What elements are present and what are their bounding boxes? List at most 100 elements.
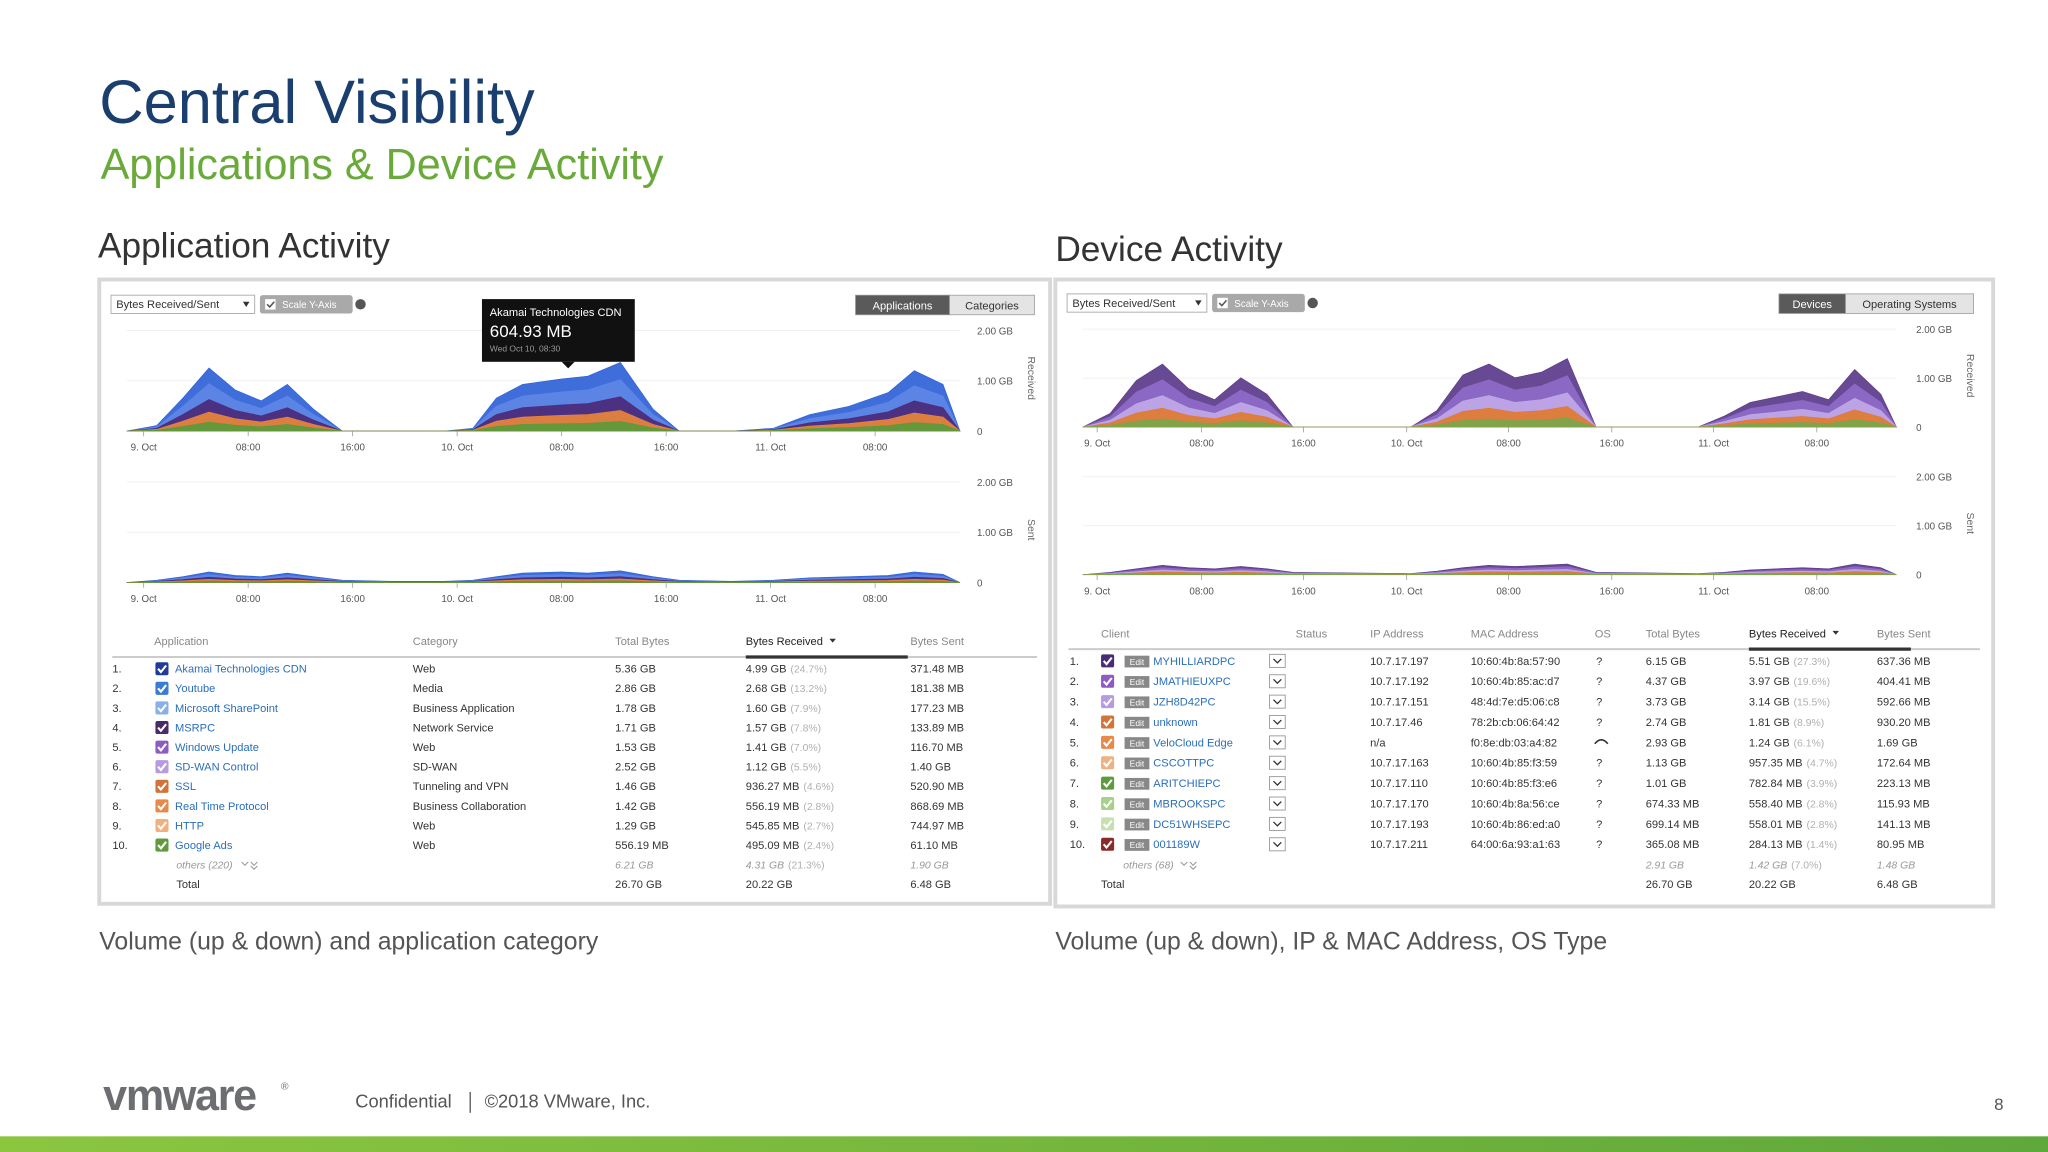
status-dropdown[interactable] (1269, 796, 1286, 811)
status-chevron (1273, 821, 1282, 827)
application-name[interactable]: Real Time Protocol (175, 801, 269, 813)
client-name[interactable]: VeloCloud Edge (1153, 737, 1233, 749)
checkbox[interactable] (155, 720, 169, 735)
checkbox[interactable] (1101, 776, 1115, 790)
column-header[interactable]: Bytes Sent (1877, 628, 1931, 640)
edit-badge[interactable] (1124, 798, 1150, 811)
x-tick-label: 9. Oct (131, 594, 157, 605)
client-name[interactable]: JMATHIEUXPC (1153, 676, 1230, 688)
column-header[interactable]: Bytes Received (1749, 628, 1826, 640)
column-header[interactable]: Category (413, 636, 458, 648)
edit-badge[interactable] (1124, 737, 1150, 749)
column-header[interactable]: OS (1595, 628, 1611, 640)
scale-toggle[interactable] (1212, 293, 1305, 313)
checkbox[interactable] (155, 818, 169, 832)
application-name[interactable]: SD-WAN Control (175, 762, 258, 774)
metric-dropdown[interactable] (1066, 293, 1208, 313)
column-header[interactable]: Bytes Received (746, 636, 823, 648)
client-name[interactable]: CSCOTTPC (1153, 758, 1214, 770)
column-header[interactable]: Application (154, 636, 208, 648)
column-header[interactable]: Total Bytes (615, 636, 670, 648)
tab[interactable] (949, 294, 1035, 316)
checkbox[interactable] (155, 799, 169, 813)
checkbox[interactable] (155, 740, 169, 754)
row-number: 5. (112, 742, 121, 754)
checkmark (157, 743, 167, 752)
client-name[interactable]: 001189W (1153, 839, 1200, 851)
checkbox[interactable] (1101, 837, 1115, 851)
sent-bytes: 133.89 MB (910, 722, 964, 734)
application-name[interactable]: Microsoft SharePoint (175, 703, 278, 715)
application-name[interactable]: SSL (175, 781, 196, 793)
received-value: 1.24 GB (1749, 737, 1790, 749)
checkbox[interactable] (155, 662, 169, 676)
checkbox[interactable] (155, 838, 169, 852)
client-name[interactable]: MYHILLIARDPC (1153, 656, 1235, 668)
x-tick-label: 16:00 (1600, 586, 1625, 597)
column-header[interactable]: Client (1101, 628, 1129, 640)
checkbox[interactable] (1101, 674, 1115, 688)
total-label: Total (176, 879, 199, 891)
checkbox[interactable] (155, 779, 169, 793)
received-percent: (2.4%) (803, 841, 834, 852)
status-dropdown[interactable] (1269, 674, 1286, 689)
x-tick-label: 08:00 (1496, 586, 1521, 597)
os: ? (1596, 697, 1602, 709)
status-dropdown[interactable] (1269, 735, 1286, 750)
checkbox[interactable] (155, 701, 169, 715)
status-dropdown[interactable] (1269, 715, 1286, 730)
client-name[interactable]: MBROOKSPC (1153, 798, 1225, 810)
application-name[interactable]: HTTP (175, 820, 204, 832)
status-dropdown[interactable] (1269, 816, 1286, 831)
status-dropdown[interactable] (1269, 755, 1286, 770)
client-name[interactable]: JZH8D42PC (1153, 697, 1215, 709)
checkmark (1102, 819, 1113, 829)
others-total: 2.91 GB (1645, 861, 1684, 872)
edit-badge[interactable] (1124, 676, 1150, 688)
checkbox[interactable] (155, 681, 169, 695)
checkbox[interactable] (1101, 715, 1115, 729)
application-name[interactable]: Windows Update (175, 742, 259, 754)
total-received: 20.22 GB (746, 879, 793, 891)
edit-badge[interactable] (1124, 716, 1150, 729)
edit-badge[interactable] (1124, 655, 1150, 668)
edit-badge[interactable] (1124, 757, 1150, 770)
edit-badge[interactable] (1124, 839, 1150, 851)
received-value: 936.27 MB (746, 781, 800, 793)
checkbox[interactable] (1101, 695, 1115, 709)
status-dropdown[interactable] (1269, 837, 1286, 852)
checkbox[interactable] (1101, 796, 1115, 811)
column-header[interactable]: IP Address (1370, 628, 1424, 640)
application-name[interactable]: Google Ads (175, 840, 233, 852)
x-tick-label: 16:00 (1291, 439, 1316, 450)
checkbox[interactable] (155, 760, 169, 774)
column-header[interactable]: Bytes Sent (910, 636, 964, 648)
column-header[interactable]: MAC Address (1471, 628, 1539, 640)
client-name[interactable]: ARITCHIEPC (1153, 778, 1220, 790)
client-name[interactable]: unknown (1153, 717, 1197, 729)
checkbox[interactable] (1101, 817, 1115, 831)
metric-dropdown[interactable] (110, 294, 256, 314)
client-name[interactable]: DC51WHSEPC (1153, 819, 1230, 831)
application-name[interactable]: MSRPC (175, 722, 215, 734)
edit-badge[interactable] (1124, 818, 1150, 831)
application-name[interactable]: Akamai Technologies CDN (175, 664, 307, 676)
status-dropdown[interactable] (1269, 694, 1286, 709)
received-percent: (24.7%) (790, 665, 827, 676)
received-value: 1.12 GB (746, 762, 787, 774)
column-header[interactable]: Total Bytes (1646, 628, 1701, 640)
received-percent: (5.5%) (790, 763, 821, 774)
edit-badge[interactable] (1124, 696, 1150, 709)
checkbox[interactable] (1101, 735, 1115, 749)
status-dropdown[interactable] (1269, 776, 1286, 791)
application-name[interactable]: Youtube (175, 683, 215, 695)
checkbox[interactable] (1101, 756, 1115, 770)
scale-toggle[interactable] (259, 295, 353, 314)
x-tick-label: 9. Oct (1084, 439, 1110, 450)
column-header[interactable]: Status (1296, 628, 1328, 640)
checkbox[interactable] (1101, 654, 1115, 668)
status-dropdown[interactable] (1269, 653, 1286, 668)
tab[interactable] (1845, 293, 1974, 314)
edit-badge[interactable] (1124, 777, 1150, 790)
